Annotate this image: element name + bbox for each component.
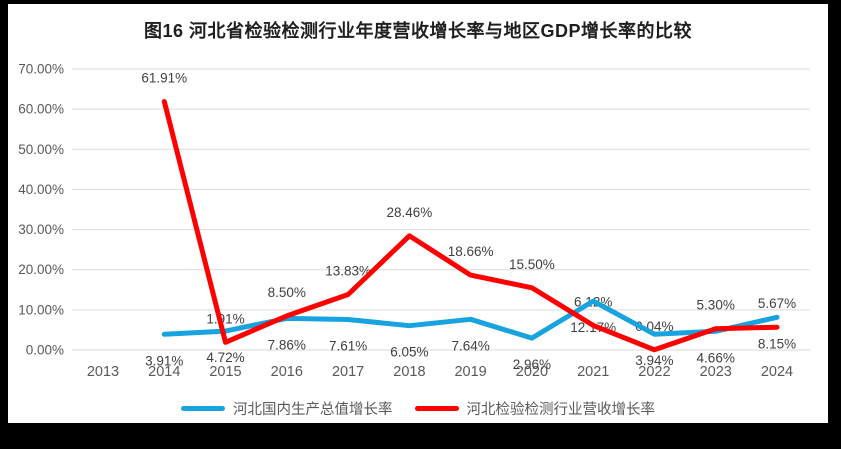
- x-axis-year-label: 2013: [87, 364, 119, 380]
- y-axis-tick-label: 60.00%: [18, 102, 64, 117]
- revenue-data-label: 13.83%: [325, 264, 371, 279]
- y-axis-tick-label: 30.00%: [18, 222, 64, 237]
- x-axis-year-label: 2021: [577, 364, 609, 380]
- y-axis-tick-label: 10.00%: [18, 302, 64, 317]
- x-axis-year-label: 2014: [148, 364, 180, 380]
- revenue-growth-line: [161, 99, 780, 353]
- chart-panel: 图16 河北省检验检测行业年度营收增长率与地区GDP增长率的比较 0.00% 10…: [8, 4, 828, 423]
- legend-label-revenue-growth: 河北检验检测行业营收增长率: [466, 402, 656, 418]
- revenue-data-label: 61.91%: [141, 71, 187, 86]
- y-axis-tick-label: 70.00%: [18, 62, 64, 77]
- line-chart-plot-area: 0.00% 10.00% 20.00% 30.00% 40.00% 50.00% 60.00…: [18, 62, 810, 380]
- revenue-data-label: 28.46%: [387, 205, 433, 220]
- gdp-data-label: 2.96%: [513, 357, 551, 372]
- gdp-data-label: 3.94%: [635, 353, 673, 368]
- revenue-data-label: 8.50%: [268, 285, 306, 300]
- revenue-data-label: 1.91%: [206, 311, 244, 326]
- gdp-data-label: 8.15%: [758, 336, 796, 351]
- y-axis-tick-label: 0.00%: [26, 343, 64, 358]
- gdp-data-label: 7.86%: [268, 337, 306, 352]
- x-axis-year-label: 2015: [209, 364, 241, 380]
- revenue-data-label: 5.67%: [758, 296, 796, 311]
- x-axis-year-label: 2018: [393, 364, 425, 380]
- x-axis-year-label: 2020: [516, 364, 548, 380]
- gdp-growth-line: [161, 298, 780, 341]
- gdp-data-label: 7.64%: [451, 338, 489, 353]
- chart-title: 图16 河北省检验检测行业年度营收增长率与地区GDP增长率的比较: [143, 21, 693, 41]
- x-axis-year-label: 2023: [700, 364, 732, 380]
- legend-item-revenue-growth: 河北检验检测行业营收增长率: [414, 398, 656, 419]
- y-axis-tick-label: 40.00%: [18, 182, 64, 197]
- legend: 河北国内生产总值增长率 河北检验检测行业营收增长率: [8, 398, 828, 419]
- gdp-data-label: 6.05%: [390, 345, 428, 360]
- gdp-data-label: 4.72%: [206, 350, 244, 365]
- x-axis-year-label: 2022: [638, 364, 670, 380]
- x-axis-year-label: 2024: [761, 364, 793, 380]
- legend-label-gdp-growth: 河北国内生产总值增长率: [233, 402, 393, 418]
- x-axis-year-label: 2019: [454, 364, 486, 380]
- y-axis-tick-label: 50.00%: [18, 142, 64, 157]
- y-axis-tick-label: 20.00%: [18, 262, 64, 277]
- legend-item-gdp-growth: 河北国内生产总值增长率: [181, 398, 393, 419]
- revenue-line-swatch: [414, 406, 459, 411]
- gdp-data-label: 3.91%: [145, 353, 183, 368]
- x-axis-year-label: 2017: [332, 364, 364, 380]
- gdp-data-label: 4.66%: [697, 350, 735, 365]
- revenue-data-label: 15.50%: [509, 257, 555, 272]
- x-axis-year-label: 2016: [271, 364, 303, 380]
- gdp-line-swatch: [181, 406, 225, 411]
- gdp-data-label: 7.61%: [329, 339, 367, 354]
- revenue-data-label: 5.30%: [697, 298, 735, 313]
- revenue-data-label: 18.66%: [448, 244, 494, 259]
